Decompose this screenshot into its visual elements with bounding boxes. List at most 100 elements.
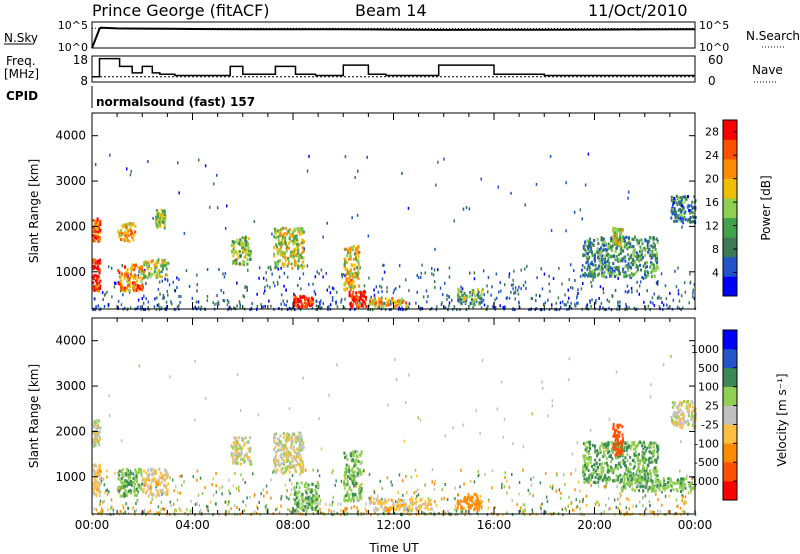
echo-cell [360, 513, 363, 517]
echo-cell [166, 492, 169, 496]
echo-cell [611, 267, 614, 271]
echo-cell [355, 506, 358, 510]
echo-cell [315, 304, 318, 308]
echo-cell [593, 480, 596, 484]
echo-cell [368, 303, 370, 307]
echo-cell [359, 304, 362, 308]
echo-cell [319, 501, 321, 505]
echo-cell [183, 231, 186, 235]
echo-cell [243, 263, 245, 267]
echo-cell [654, 480, 657, 484]
echo-cell [640, 238, 643, 242]
echo-cell [299, 253, 302, 257]
echo-cell [667, 306, 669, 310]
echo-cell [233, 436, 236, 440]
echo-cell [655, 492, 657, 496]
echo-cell [582, 470, 585, 474]
echo-cell [349, 474, 352, 478]
echo-cell [102, 298, 104, 302]
echo-cell [251, 302, 253, 306]
echo-cell [675, 285, 678, 289]
echo-cell [512, 283, 514, 287]
echo-cell [283, 271, 286, 275]
echo-cell [619, 242, 622, 246]
echo-cell [600, 236, 603, 240]
echo-cell [157, 481, 160, 485]
echo-cell [356, 265, 358, 269]
echo-cell [476, 495, 478, 499]
echo-cell [92, 468, 95, 472]
echo-cell [131, 223, 134, 227]
echo-cell [680, 201, 683, 204]
echo-cell [130, 229, 133, 233]
echo-cell [651, 489, 653, 493]
echo-cell [605, 503, 607, 507]
echo-cell [535, 299, 537, 303]
echo-cell [505, 296, 508, 300]
echo-cell [92, 486, 95, 490]
echo-cell [174, 513, 177, 517]
echo-cell [633, 254, 636, 258]
echo-cell [243, 509, 246, 512]
freq-label-top: Freq. [6, 54, 36, 68]
echo-cell [360, 450, 363, 454]
echo-cell [102, 500, 104, 504]
echo-cell [129, 306, 132, 310]
echo-cell [289, 466, 292, 470]
echo-cell [94, 492, 97, 496]
echo-cell [356, 495, 359, 499]
echo-cell [530, 483, 533, 487]
nave-tick-label: 60 [708, 53, 723, 67]
echo-cell [201, 492, 204, 495]
echo-cell [427, 295, 429, 298]
echo-cell [598, 462, 601, 466]
echo-cell [390, 302, 392, 306]
echo-cell [284, 469, 287, 473]
echo-cell [125, 288, 128, 292]
echo-cell [594, 444, 597, 448]
echo-cell [241, 446, 243, 450]
freq-panel: 188 600 Freq. [MHz] Nave [4, 53, 783, 88]
echo-cell [585, 478, 588, 482]
echo-cell [648, 500, 651, 504]
echo-cell [386, 286, 388, 290]
echo-cell [379, 479, 381, 483]
echo-cell [576, 505, 579, 509]
echo-cell [242, 457, 245, 460]
echo-cell [162, 296, 164, 300]
echo-cell [162, 210, 165, 213]
echo-cell [103, 483, 106, 487]
echo-cell [378, 306, 381, 310]
echo-cell [300, 445, 303, 449]
echo-cell [565, 181, 567, 185]
echo-cell [448, 295, 451, 299]
echo-cell [177, 491, 179, 494]
echo-cell [128, 480, 131, 484]
echo-cell [155, 308, 158, 312]
echo-cell [347, 269, 350, 273]
echo-cell [137, 467, 140, 471]
echo-cell [156, 210, 159, 214]
echo-cell [576, 294, 579, 298]
echo-cell [417, 488, 419, 492]
echo-cell [262, 305, 265, 309]
echo-cell [247, 242, 250, 246]
echo-cell [139, 485, 142, 489]
echo-cell [245, 243, 247, 247]
echo-cell [248, 456, 251, 459]
echo-cell [465, 509, 468, 513]
echo-cell [244, 236, 246, 240]
echo-cell [343, 494, 346, 498]
echo-cell [348, 293, 351, 297]
echo-cell [642, 464, 645, 468]
echo-cell [648, 457, 651, 461]
echo-cell [473, 298, 476, 302]
echo-cell [99, 490, 102, 494]
echo-cell [282, 240, 285, 244]
echo-cell [544, 301, 547, 305]
echo-cell [152, 476, 155, 480]
echo-cell [480, 306, 483, 310]
echo-cell [93, 473, 96, 477]
echo-cell [236, 447, 239, 451]
echo-cell [158, 305, 160, 309]
